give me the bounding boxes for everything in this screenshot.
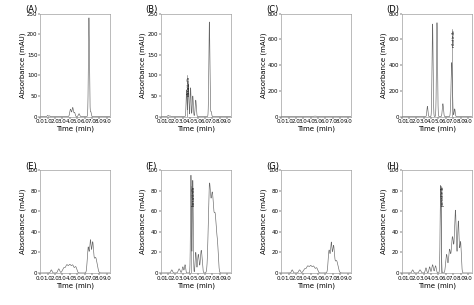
- Y-axis label: Absorbance (mAU): Absorbance (mAU): [260, 189, 266, 254]
- X-axis label: Time (min): Time (min): [297, 126, 335, 132]
- Text: (G): (G): [266, 162, 279, 171]
- Y-axis label: Absorbance (mAU): Absorbance (mAU): [381, 32, 387, 98]
- Text: (C): (C): [266, 5, 278, 15]
- Y-axis label: Absorbance (mAU): Absorbance (mAU): [139, 189, 146, 254]
- Text: dasatinib: dasatinib: [187, 75, 191, 95]
- X-axis label: Time (min): Time (min): [297, 282, 335, 289]
- Y-axis label: Absorbance (mAU): Absorbance (mAU): [19, 32, 26, 98]
- Text: ponatinib: ponatinib: [441, 185, 445, 206]
- Text: (D): (D): [386, 5, 399, 15]
- Text: (E): (E): [25, 162, 36, 171]
- Text: nilotinib: nilotinib: [452, 29, 456, 47]
- Y-axis label: Absorbance (mAU): Absorbance (mAU): [260, 32, 266, 98]
- X-axis label: Time (min): Time (min): [56, 282, 94, 289]
- Text: bosutinib: bosutinib: [191, 185, 195, 206]
- X-axis label: Time (min): Time (min): [177, 126, 215, 132]
- Text: (F): (F): [146, 162, 157, 171]
- X-axis label: Time (min): Time (min): [56, 126, 94, 132]
- Text: (A): (A): [25, 5, 37, 15]
- Text: (B): (B): [146, 5, 158, 15]
- Y-axis label: Absorbance (mAU): Absorbance (mAU): [139, 32, 146, 98]
- Text: (H): (H): [386, 162, 399, 171]
- Y-axis label: Absorbance (mAU): Absorbance (mAU): [381, 189, 387, 254]
- Y-axis label: Absorbance (mAU): Absorbance (mAU): [19, 189, 26, 254]
- X-axis label: Time (min): Time (min): [418, 126, 456, 132]
- X-axis label: Time (min): Time (min): [418, 282, 456, 289]
- X-axis label: Time (min): Time (min): [177, 282, 215, 289]
